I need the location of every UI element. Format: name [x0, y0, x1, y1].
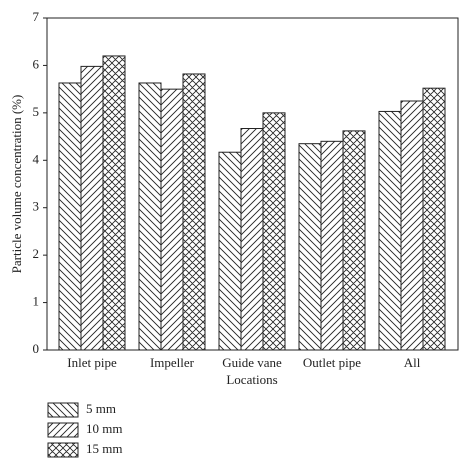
bar [58, 82, 82, 351]
legend-label: 15 mm [86, 441, 122, 456]
y-tick-label: 7 [33, 9, 40, 24]
legend-swatch [47, 402, 79, 418]
legend-swatch [47, 422, 79, 438]
y-tick-label: 5 [33, 104, 40, 119]
y-tick-label: 3 [33, 199, 40, 214]
bar [400, 100, 424, 351]
x-axis-label: Locations [226, 372, 277, 387]
bar [102, 55, 126, 351]
bar [218, 151, 242, 351]
y-tick-label: 2 [33, 246, 40, 261]
x-tick-label: Guide vane [222, 355, 282, 370]
legend-label: 5 mm [86, 401, 116, 416]
y-axis-label: Particle volume concentration (%) [9, 95, 24, 274]
x-tick-label: Outlet pipe [303, 355, 361, 370]
legend-swatch [47, 442, 79, 458]
y-tick-label: 4 [33, 151, 40, 166]
legend-label: 10 mm [86, 421, 122, 436]
bar [80, 65, 104, 351]
bar [298, 143, 322, 351]
y-tick-label: 1 [33, 294, 40, 309]
bar [182, 73, 206, 351]
bar [138, 82, 162, 351]
bar [320, 140, 344, 351]
x-tick-label: Inlet pipe [67, 355, 117, 370]
y-tick-label: 6 [33, 56, 40, 71]
y-tick-label: 0 [33, 341, 40, 356]
bar [262, 112, 286, 351]
bar [342, 130, 366, 351]
x-tick-label: Impeller [150, 355, 195, 370]
bar [422, 87, 446, 351]
bar [378, 110, 402, 351]
bar [240, 128, 264, 351]
bar [160, 88, 184, 351]
x-tick-label: All [404, 355, 421, 370]
